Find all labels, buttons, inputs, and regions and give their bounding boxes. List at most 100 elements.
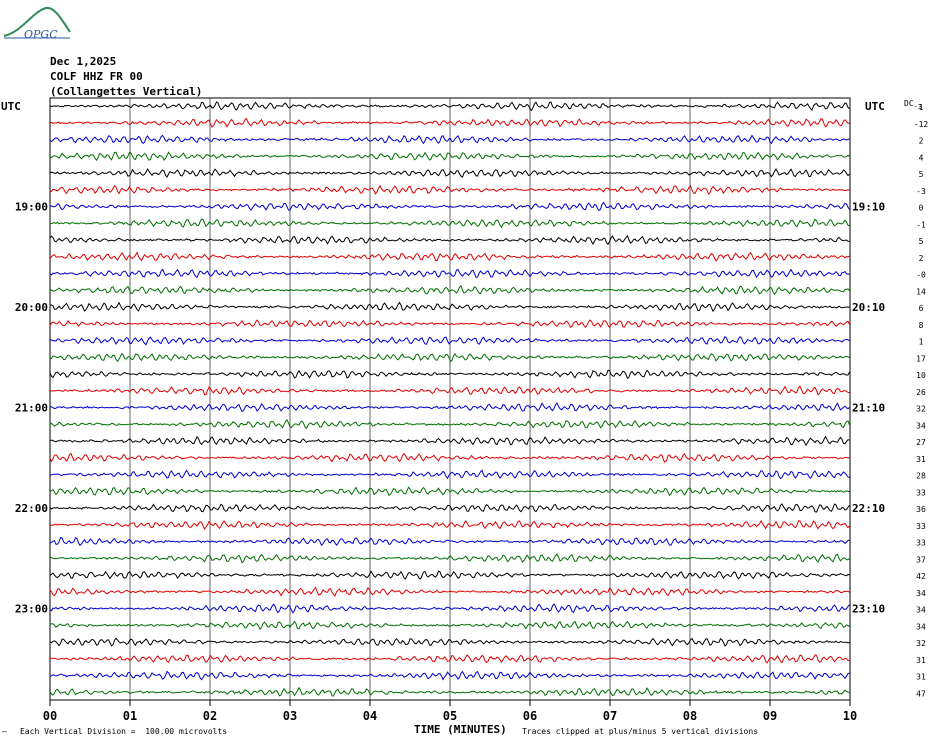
dc-sub: -3 xyxy=(913,103,923,111)
dc-offset-label: 33 xyxy=(916,522,926,531)
dc-offset-label: 37 xyxy=(916,555,926,564)
right-time-label: 20:10 xyxy=(852,301,885,314)
dc-offset-label: 2 xyxy=(919,254,924,263)
trace-row xyxy=(49,469,850,480)
trace-row xyxy=(49,335,850,346)
trace-row xyxy=(49,151,850,162)
trace-row xyxy=(49,369,850,380)
left-time-label: 19:00 xyxy=(15,201,48,214)
dc-offset-label: 42 xyxy=(916,572,926,581)
trace-row xyxy=(49,452,850,463)
seismic-traces: 1 -12 2 4 5 -3 0 -1 5 2 -0 14 6 8 1 17 10 26 32 34 27 31 28 33 3… xyxy=(49,101,929,698)
utc-left-label: UTC xyxy=(1,100,21,113)
right-time-label: 19:10 xyxy=(852,201,885,214)
trace-row xyxy=(49,218,850,229)
corner-mark: — xyxy=(2,727,7,736)
clip-note: Traces clipped at plus/minus 5 vertical … xyxy=(522,727,759,736)
dc-offset-label: 32 xyxy=(916,639,926,648)
x-tick-label: 10 xyxy=(843,709,857,723)
dc-offset-label: 14 xyxy=(916,287,926,296)
dc-offset-label: 0 xyxy=(919,204,924,213)
dc-offset-label: 5 xyxy=(919,237,924,246)
dc-offset-label: 4 xyxy=(919,153,924,162)
dc-offset-label: 31 xyxy=(916,673,926,682)
trace-row xyxy=(49,570,850,580)
dc-offset-label: 6 xyxy=(919,304,924,313)
left-time-label: 23:00 xyxy=(15,603,48,616)
x-tick-label: 00 xyxy=(43,709,57,723)
trace-row xyxy=(49,167,850,178)
dc-offset-label: 34 xyxy=(916,421,926,430)
trace-row xyxy=(49,553,850,564)
trace-row xyxy=(49,134,850,145)
trace-row xyxy=(49,435,850,447)
dc-offset-label: -3 xyxy=(916,187,926,196)
dc-offset-label: 34 xyxy=(916,622,926,631)
x-tick-label: 04 xyxy=(363,709,377,723)
dc-offset-label: 1 xyxy=(919,103,924,112)
trace-row xyxy=(49,603,850,614)
logo-text: OPGC xyxy=(24,28,58,41)
trace-row xyxy=(49,201,850,212)
trace-row xyxy=(49,637,850,647)
trace-row xyxy=(49,620,850,631)
x-axis-title: TIME (MINUTES) xyxy=(414,723,507,736)
trace-row xyxy=(49,319,850,329)
opgc-logo xyxy=(2,2,72,46)
trace-row xyxy=(49,268,850,279)
dc-offset-label: 33 xyxy=(916,539,926,548)
trace-row xyxy=(49,234,850,246)
dc-offset-label: 10 xyxy=(916,371,926,380)
x-tick-label: 08 xyxy=(683,709,697,723)
right-time-label: 22:10 xyxy=(852,502,885,515)
dc-offset-label: 28 xyxy=(916,472,926,481)
dc-offset-label: 34 xyxy=(916,589,926,598)
left-time-label: 22:00 xyxy=(15,502,48,515)
trace-row xyxy=(49,301,850,313)
trace-row xyxy=(49,418,850,430)
right-time-label: 23:10 xyxy=(852,603,885,616)
dc-offset-label: 2 xyxy=(919,137,924,146)
trace-row xyxy=(49,184,850,195)
dc-header: DC-3 xyxy=(904,99,922,111)
x-tick-label: 01 xyxy=(123,709,137,723)
x-tick-label: 09 xyxy=(763,709,777,723)
trace-row xyxy=(49,670,850,681)
trace-row xyxy=(49,101,850,112)
dc-offset-label: 26 xyxy=(916,388,926,397)
dc-offset-label: 8 xyxy=(919,321,924,330)
dc-offset-label: 1 xyxy=(919,338,924,347)
left-time-label: 20:00 xyxy=(15,301,48,314)
dc-offset-label: 32 xyxy=(916,405,926,414)
x-tick-label: 07 xyxy=(603,709,617,723)
dc-offset-label: -12 xyxy=(914,120,929,129)
trace-row xyxy=(49,654,850,664)
trace-row xyxy=(49,251,850,262)
trace-row xyxy=(49,352,850,363)
station-code: COLF HHZ FR 00 xyxy=(50,70,143,83)
dc-offset-label: -1 xyxy=(916,220,926,229)
x-axis-ticks: 00 01 02 03 04 05 06 07 08 09 10 19:00 20:00 21:00 22:… xyxy=(15,201,885,724)
vertical-division-note: Each Vertical Division = 100.00 microvol… xyxy=(20,727,228,736)
dc-label: DC xyxy=(904,99,914,108)
dc-offset-label: 47 xyxy=(916,689,926,698)
dc-offset-label: 34 xyxy=(916,606,926,615)
left-time-label: 21:00 xyxy=(15,402,48,415)
dc-offset-label: 36 xyxy=(916,505,926,514)
dc-offset-label: 5 xyxy=(919,170,924,179)
x-tick-label: 06 xyxy=(523,709,537,723)
dc-offset-label: 31 xyxy=(916,656,926,665)
x-tick-label: 03 xyxy=(283,709,297,723)
trace-row xyxy=(49,503,850,513)
record-date: Dec 1,2025 xyxy=(50,55,117,68)
trace-row xyxy=(49,486,850,497)
trace-row xyxy=(49,402,850,412)
trace-row xyxy=(49,536,850,547)
trace-row xyxy=(49,686,850,697)
x-tick-label: 05 xyxy=(443,709,457,723)
right-time-label: 21:10 xyxy=(852,402,885,415)
dc-offset-label: 27 xyxy=(916,438,926,447)
x-tick-label: 02 xyxy=(203,709,217,723)
trace-row xyxy=(49,117,850,128)
